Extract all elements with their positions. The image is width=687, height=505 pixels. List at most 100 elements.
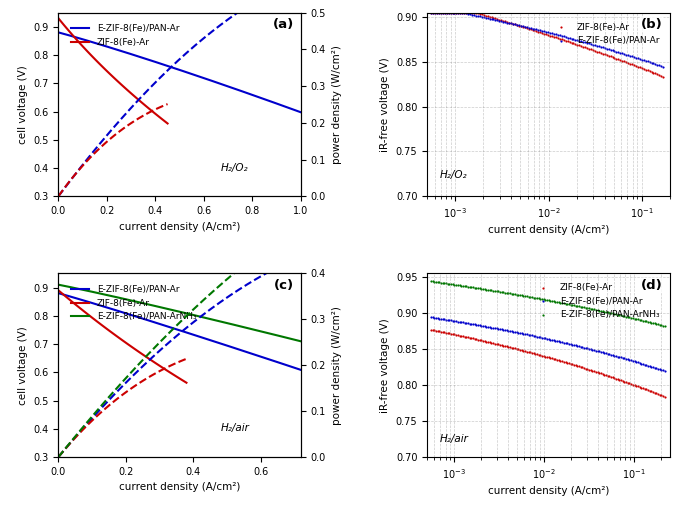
E-ZIF-8(Fe)/PAN-ArNH₃ — [504, 289, 515, 297]
E-ZIF-8(Fe)/PAN-Ar — [510, 20, 521, 28]
ZIF-8(Fe)-Ar — [596, 49, 607, 57]
E-ZIF-8(Fe)/PAN-Ar — [440, 316, 451, 324]
E-ZIF-8(Fe)/PAN-Ar — [602, 349, 613, 358]
E-ZIF-8(Fe)/PAN-ArNH₃ — [648, 319, 659, 327]
E-ZIF-8(Fe)/PAN-Ar — [552, 31, 563, 39]
E-ZIF-8(Fe)/PAN-ArNH₃ — [444, 280, 455, 288]
E-ZIF-8(Fe)/PAN-Ar — [592, 41, 602, 49]
E-ZIF-8(Fe)/PAN-Ar — [617, 49, 628, 58]
ZIF-8(Fe)-Ar — [619, 58, 630, 66]
ZIF-8(Fe)-Ar — [626, 380, 637, 388]
ZIF-8(Fe)-Ar — [449, 9, 460, 17]
ZIF-8(Fe)-Ar — [541, 30, 552, 38]
ZIF-8(Fe)-Ar — [433, 327, 444, 335]
E-ZIF-8(Fe)/PAN-Ar — [506, 19, 517, 27]
ZIF-8(Fe)-Ar — [523, 25, 534, 33]
E-ZIF-8(Fe)/PAN-ArNH₃ — [559, 299, 570, 307]
ZIF-8(Fe)-Ar — [446, 330, 457, 338]
ZIF-8(Fe)-Ar — [609, 374, 620, 382]
ZIF-8(Fe)-Ar — [657, 73, 668, 81]
E-ZIF-8(Fe)/PAN-ArNH₃ — [581, 304, 592, 312]
E-ZIF-8(Fe)/PAN-Ar — [654, 62, 665, 70]
ZIF-8(Fe)-Ar — [504, 19, 515, 27]
ZIF-8(Fe)-Ar — [442, 329, 453, 337]
ZIF-8(Fe)-Ar — [597, 370, 608, 378]
E-ZIF-8(Fe)/PAN-ArNH₃ — [582, 304, 593, 312]
E-ZIF-8(Fe)/PAN-ArNH₃ — [432, 278, 443, 286]
E-ZIF-8(Fe)/PAN-ArNH₃ — [521, 292, 532, 300]
E-ZIF-8(Fe)/PAN-ArNH₃ — [437, 279, 448, 287]
E-ZIF-8(Fe)/PAN-Ar — [560, 339, 571, 347]
ZIF-8(Fe)-Ar — [624, 60, 635, 68]
E-ZIF-8(Fe)/PAN-Ar — [629, 53, 640, 61]
E-ZIF-8(Fe)/PAN-ArNH₃ — [477, 285, 488, 293]
ZIF-8(Fe)-Ar — [537, 351, 548, 360]
Legend: E-ZIF-8(Fe)/PAN-Ar, ZIF-8(Fe)-Ar, E-ZIF-8(Fe)/PAN-ArNH₃: E-ZIF-8(Fe)/PAN-Ar, ZIF-8(Fe)-Ar, E-ZIF-… — [68, 282, 200, 325]
ZIF-8(Fe)-Ar — [451, 9, 462, 17]
E-ZIF-8(Fe)/PAN-Ar — [619, 355, 630, 363]
E-ZIF-8(Fe)/PAN-ArNH₃ — [624, 313, 635, 321]
E-ZIF-8(Fe)/PAN-ArNH₃ — [574, 302, 585, 310]
E-ZIF-8(Fe)/PAN-ArNH₃ — [642, 318, 653, 326]
ZIF-8(Fe)-Ar — [443, 9, 454, 17]
E-ZIF-8(Fe)/PAN-ArNH₃ — [510, 290, 521, 298]
E-ZIF-8(Fe)/PAN-Ar — [596, 348, 607, 356]
ZIF-8(Fe)-Ar — [515, 22, 526, 30]
ZIF-8(Fe)-Ar — [553, 357, 564, 365]
E-ZIF-8(Fe)/PAN-ArNH₃ — [474, 284, 485, 292]
E-ZIF-8(Fe)/PAN-Ar — [529, 25, 540, 33]
ZIF-8(Fe)-Ar — [559, 358, 570, 366]
E-ZIF-8(Fe)/PAN-Ar — [480, 14, 491, 22]
E-ZIF-8(Fe)/PAN-Ar — [444, 316, 455, 324]
E-ZIF-8(Fe)/PAN-ArNH₃ — [518, 292, 529, 300]
E-ZIF-8(Fe)/PAN-Ar — [508, 328, 519, 336]
ZIF-8(Fe)-Ar — [511, 345, 522, 353]
ZIF-8(Fe)-Ar — [513, 22, 524, 30]
ZIF-8(Fe)-Ar — [634, 383, 645, 391]
ZIF-8(Fe)-Ar — [498, 341, 509, 349]
E-ZIF-8(Fe)/PAN-Ar — [560, 33, 571, 41]
ZIF-8(Fe)-Ar — [436, 328, 447, 336]
E-ZIF-8(Fe)/PAN-ArNH₃ — [570, 301, 581, 310]
E-ZIF-8(Fe)/PAN-Ar — [484, 323, 495, 331]
E-ZIF-8(Fe)/PAN-ArNH₃ — [578, 304, 589, 312]
E-ZIF-8(Fe)/PAN-ArNH₃ — [562, 300, 573, 308]
E-ZIF-8(Fe)/PAN-ArNH₃ — [592, 306, 603, 314]
ZIF-8(Fe)-Ar — [572, 41, 583, 49]
ZIF-8(Fe)-Ar — [504, 343, 515, 351]
E-ZIF-8(Fe)/PAN-ArNH₃ — [508, 290, 519, 298]
E-ZIF-8(Fe)/PAN-Ar — [496, 325, 507, 333]
E-ZIF-8(Fe)/PAN-Ar — [506, 327, 517, 335]
Legend: ZIF-8(Fe)-Ar, E-ZIF-8(Fe)/PAN-Ar, E-ZIF-8(Fe)/PAN-ArNH₃: ZIF-8(Fe)-Ar, E-ZIF-8(Fe)/PAN-Ar, E-ZIF-… — [531, 280, 663, 323]
ZIF-8(Fe)-Ar — [449, 330, 460, 338]
E-ZIF-8(Fe)/PAN-Ar — [538, 334, 549, 342]
E-ZIF-8(Fe)/PAN-Ar — [632, 54, 643, 62]
E-ZIF-8(Fe)/PAN-Ar — [622, 356, 633, 364]
ZIF-8(Fe)-Ar — [486, 339, 497, 347]
E-ZIF-8(Fe)/PAN-Ar — [469, 321, 480, 329]
ZIF-8(Fe)-Ar — [488, 14, 499, 22]
ZIF-8(Fe)-Ar — [584, 366, 595, 374]
E-ZIF-8(Fe)/PAN-ArNH₃ — [452, 281, 463, 289]
E-ZIF-8(Fe)/PAN-ArNH₃ — [619, 312, 630, 320]
ZIF-8(Fe)-Ar — [555, 357, 566, 365]
E-ZIF-8(Fe)/PAN-Ar — [504, 19, 515, 27]
E-ZIF-8(Fe)/PAN-Ar — [455, 318, 466, 326]
E-ZIF-8(Fe)/PAN-ArNH₃ — [631, 315, 642, 323]
E-ZIF-8(Fe)/PAN-ArNH₃ — [464, 283, 475, 291]
E-ZIF-8(Fe)/PAN-ArNH₃ — [525, 293, 536, 301]
ZIF-8(Fe)-Ar — [624, 379, 635, 387]
E-ZIF-8(Fe)/PAN-Ar — [455, 9, 466, 17]
E-ZIF-8(Fe)/PAN-Ar — [587, 345, 598, 353]
E-ZIF-8(Fe)/PAN-Ar — [626, 357, 637, 365]
Text: H₂/O₂: H₂/O₂ — [221, 163, 249, 173]
E-ZIF-8(Fe)/PAN-Ar — [633, 359, 644, 367]
E-ZIF-8(Fe)/PAN-ArNH₃ — [627, 314, 638, 322]
E-ZIF-8(Fe)/PAN-Ar — [548, 30, 559, 38]
ZIF-8(Fe)-Ar — [582, 44, 593, 52]
ZIF-8(Fe)-Ar — [597, 49, 608, 58]
E-ZIF-8(Fe)/PAN-Ar — [537, 27, 548, 35]
E-ZIF-8(Fe)/PAN-ArNH₃ — [528, 293, 539, 301]
E-ZIF-8(Fe)/PAN-Ar — [652, 61, 663, 69]
E-ZIF-8(Fe)/PAN-Ar — [441, 9, 452, 17]
